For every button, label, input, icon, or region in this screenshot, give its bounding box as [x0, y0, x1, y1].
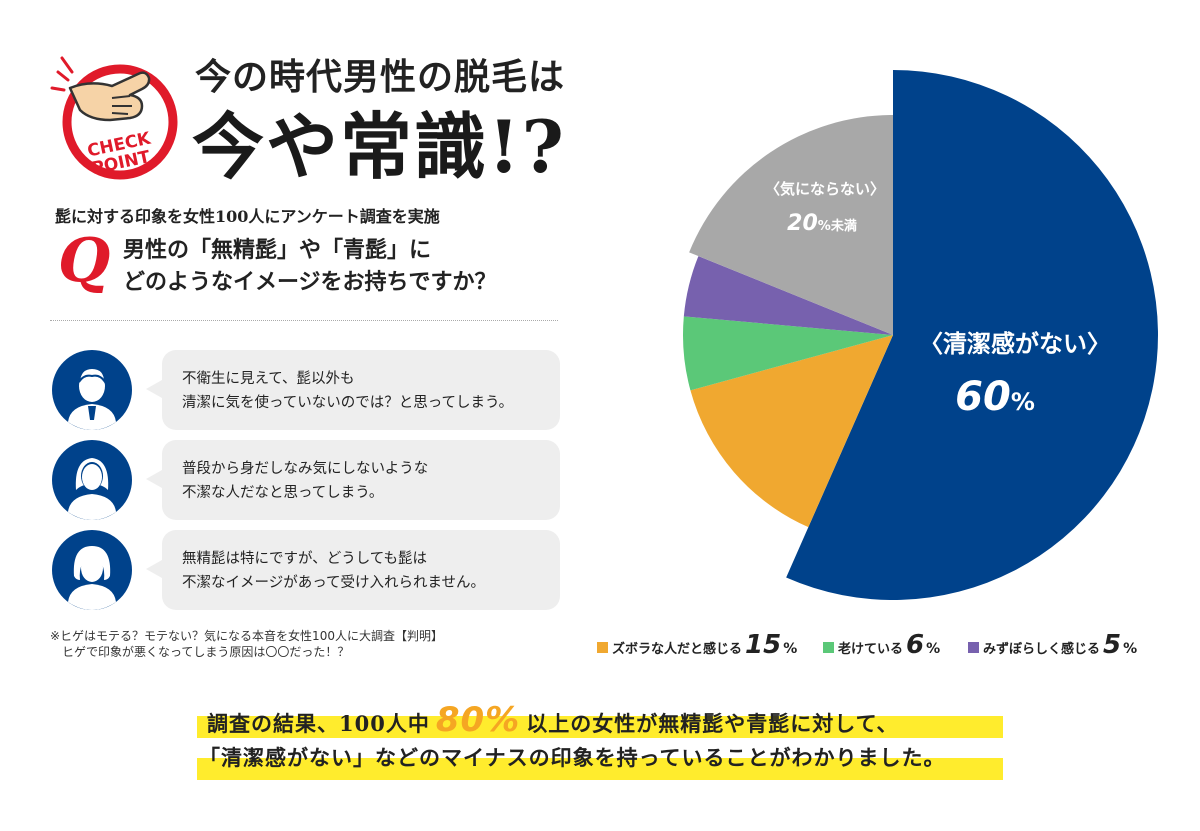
pie-slice [683, 316, 893, 391]
pie-slice [786, 70, 1158, 600]
legend-value: 5 [1103, 630, 1122, 660]
conclusion-line-2: 「清潔感がない」などのマイナスの印象を持っていることがわかりました。 [199, 745, 946, 770]
pie-slice [689, 115, 893, 335]
check-point-badge: CHECK POINT [50, 56, 178, 180]
comment-line-2: 不潔な人だなと思ってしまう。 [182, 485, 384, 501]
conclusion-post: 以上の女性が無精髭や青髭に対して、 [526, 711, 899, 736]
pie-value-minor: 20%未満 [787, 211, 857, 236]
legend-value: 6 [906, 630, 925, 660]
highlight-bar [197, 758, 1003, 780]
conclusion-percentage: 80% [435, 700, 521, 740]
question-mark-q: Q [58, 226, 111, 296]
legend-item: 老けている 6 % [823, 630, 941, 660]
question-line-1: 男性の「無精髭」や「青髭」に [123, 237, 432, 263]
comment-bubble: 無精髭は特にですが、どうしても髭は 不潔なイメージがあって受け入れられません。 [146, 530, 560, 610]
legend-unit: % [1123, 641, 1138, 657]
comment-bubble: 普段から身だしなみ気にしないような 不潔な人だなと思ってしまう。 [146, 440, 560, 520]
source-note: ※ヒゲはモテる？モテない？気になる本音を女性100人に大調査【判明】 ヒゲで印象… [50, 629, 443, 659]
legend-unit: % [783, 641, 798, 657]
dotted-divider [50, 320, 558, 321]
female-avatar-icon [52, 440, 132, 520]
legend-item: みずぼらしく感じる 5 % [968, 630, 1138, 660]
pie-label-main: 〈清潔感がない〉 [919, 329, 1111, 358]
legend-label: ズボラな人だと感じる [612, 642, 743, 657]
pie-chart: 〈清潔感がない〉 60% 〈気にならない〉 20%未満 [683, 70, 1158, 600]
conclusion-pre: 調査の結果、100人中 [207, 711, 430, 736]
title-line-1: 今の時代男性の脱毛は [195, 56, 566, 98]
legend-swatch [968, 642, 979, 653]
legend-swatch [823, 642, 834, 653]
pointing-hand-icon [50, 56, 151, 122]
legend-label: 老けている [838, 642, 904, 657]
comment-bubble: 不衛生に見えて、髭以外も 清潔に気を使っていないのでは？と思ってしまう。 [146, 350, 560, 430]
legend-value: 15 [745, 630, 782, 660]
pie-label-minor: 〈気にならない〉 [765, 180, 885, 198]
question-line-2: どのようなイメージをお持ちですか？ [123, 269, 497, 295]
female-avatar-icon [52, 530, 132, 610]
legend-unit: % [926, 641, 941, 657]
comment-line-1: 普段から身だしなみ気にしないような [182, 461, 429, 477]
pie-slice [683, 256, 893, 335]
comment-line-1: 無精髭は特にですが、どうしても髭は [182, 551, 428, 567]
male-avatar-icon [52, 350, 132, 430]
comment-line-2: 不潔なイメージがあって受け入れられません。 [182, 575, 486, 591]
pie-value-main: 60% [955, 374, 1035, 420]
conclusion-line-1: 調査の結果、100人中 80% 以上の女性が無精髭や青髭に対して、 [207, 700, 899, 740]
pie-slice [690, 335, 893, 528]
comment-line-1: 不衛生に見えて、髭以外も [182, 371, 355, 387]
comment-line-2: 清潔に気を使っていないのでは？と思ってしまう。 [182, 395, 514, 411]
title-line-2: 今や常識!? [192, 104, 566, 189]
legend-item: ズボラな人だと感じる 15 % [597, 630, 798, 660]
legend-label: みずぼらしく感じる [983, 642, 1101, 657]
legend-swatch [597, 642, 608, 653]
highlight-bar [197, 716, 1003, 738]
survey-note: 髭に対する印象を女性100人にアンケート調査を実施 [55, 207, 440, 226]
